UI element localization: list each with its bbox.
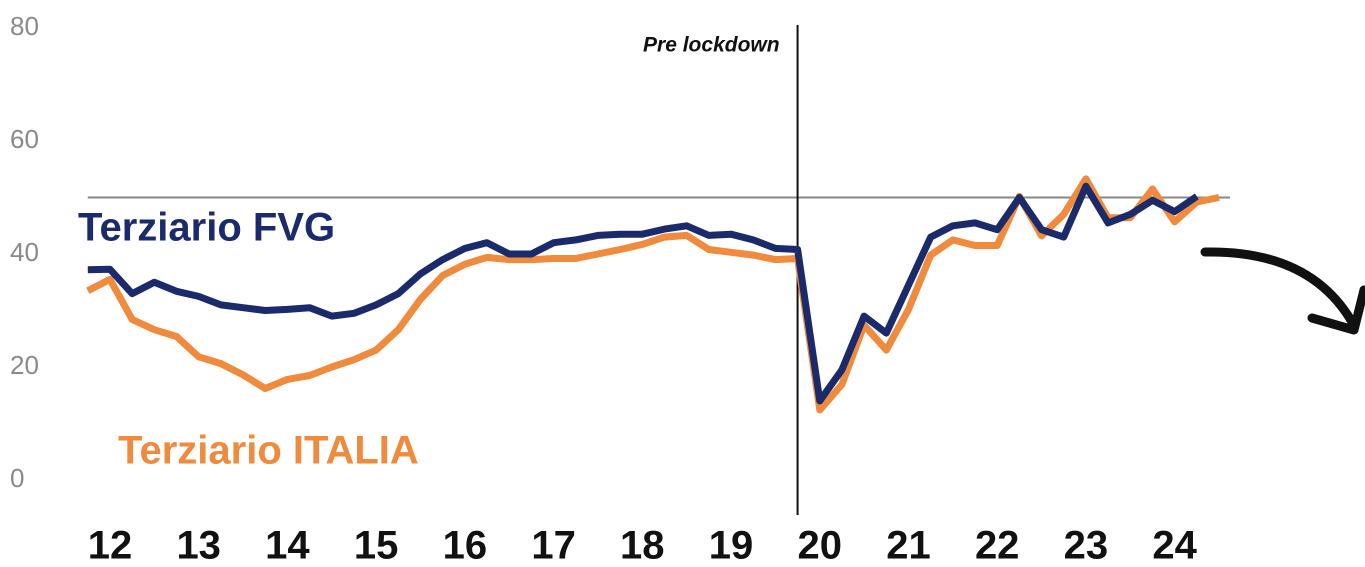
event-label: Pre lockdown bbox=[643, 34, 780, 57]
x-tick-label: 20 bbox=[798, 524, 843, 567]
x-tick-label: 16 bbox=[443, 524, 488, 567]
x-tick-label: 19 bbox=[709, 524, 754, 567]
series-label: Terziario ITALIA bbox=[118, 429, 419, 473]
x-tick-label: 13 bbox=[176, 524, 221, 567]
arrow bbox=[1200, 247, 1357, 327]
y-tick-label: 60 bbox=[10, 124, 39, 154]
arrow-head bbox=[1307, 285, 1365, 335]
x-tick-label: 23 bbox=[1064, 524, 1109, 567]
x-tick-label: 21 bbox=[886, 524, 931, 567]
x-tick-label: 14 bbox=[265, 524, 310, 567]
series-line bbox=[87, 182, 1199, 405]
y-tick-label: 80 bbox=[10, 11, 39, 41]
y-tick-label: 20 bbox=[10, 350, 39, 380]
x-tick-label: 18 bbox=[620, 524, 665, 567]
x-tick-label: 17 bbox=[531, 524, 576, 567]
y-tick-label: 0 bbox=[10, 463, 24, 493]
x-tick-label: 24 bbox=[1152, 524, 1197, 567]
y-tick-label: 40 bbox=[10, 237, 39, 267]
series-label: Terziario FVG bbox=[78, 206, 335, 250]
x-tick-label: 15 bbox=[354, 524, 399, 567]
x-tick-label: 22 bbox=[975, 524, 1020, 567]
x-tick-label: 12 bbox=[88, 524, 133, 567]
